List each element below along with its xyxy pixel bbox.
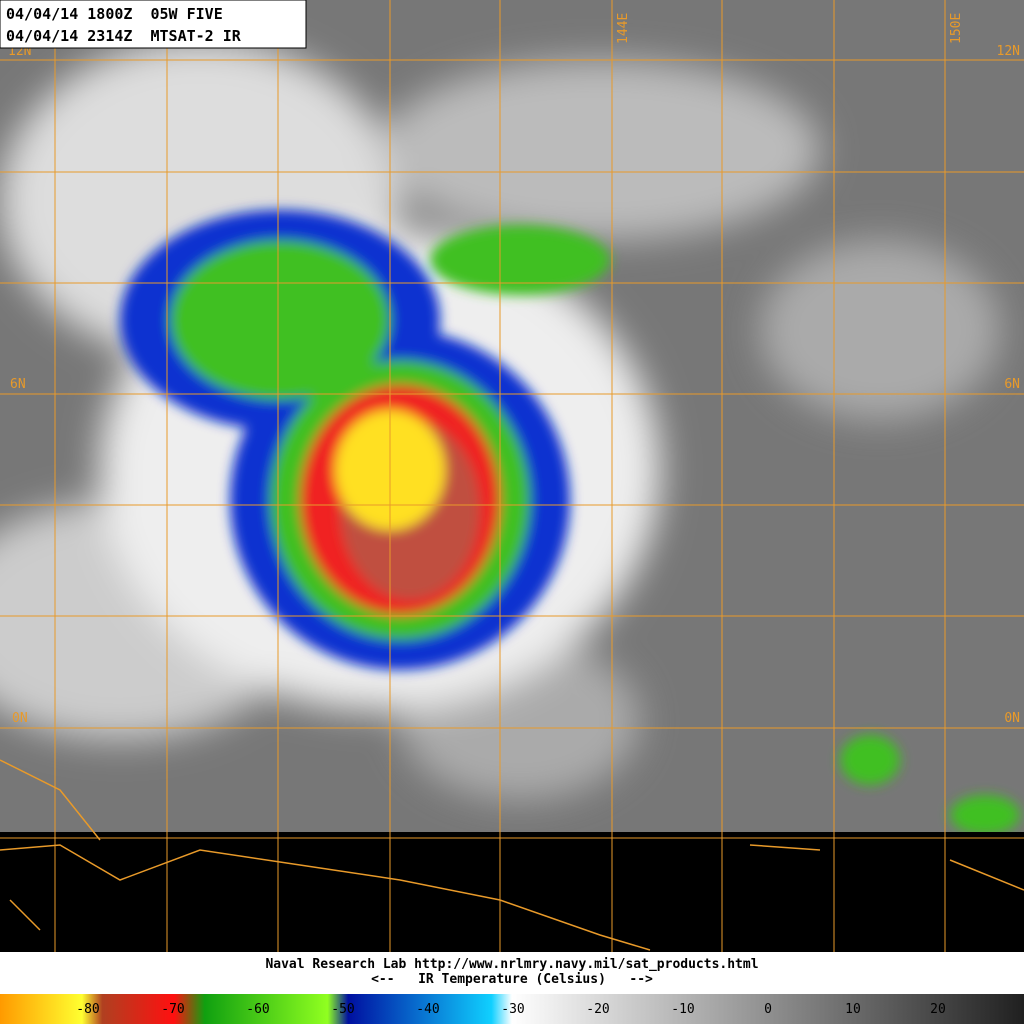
footer — [0, 952, 1024, 994]
colorbar-label: -70 — [161, 1002, 184, 1017]
lat-lon-grid — [0, 0, 1024, 952]
header-line: 04/04/14 2314Z MTSAT-2 IR — [6, 27, 242, 45]
lat-label: 6N — [10, 377, 26, 392]
coastline — [0, 759, 1024, 951]
land-mask — [0, 832, 1024, 952]
legend-title: <-- IR Temperature (Celsius) --> — [371, 972, 653, 987]
colorbar-label: -30 — [501, 1002, 524, 1017]
colorbar-label: -60 — [246, 1002, 269, 1017]
lat-label: 12N — [997, 44, 1020, 59]
header-line: 04/04/14 1800Z 05W FIVE — [6, 5, 223, 23]
colorbar-label: -10 — [671, 1002, 694, 1017]
colorbar-label: -20 — [586, 1002, 609, 1017]
colorbar-label: 0 — [764, 1002, 772, 1017]
colorbar-label: -80 — [76, 1002, 99, 1017]
header-box — [0, 0, 307, 49]
colorbar-label: 10 — [845, 1002, 861, 1017]
colorbar-label: 20 — [930, 1002, 946, 1017]
colorbar — [0, 994, 1024, 1024]
lat-label: 0N — [1004, 711, 1020, 726]
credit: Naval Research Lab http://www.nrlmry.nav… — [265, 957, 758, 972]
lon-label: 150E — [949, 13, 964, 44]
storm — [120, 210, 1020, 835]
colorbar-label: -50 — [331, 1002, 354, 1017]
colorbar-label: -40 — [416, 1002, 439, 1017]
colorbar-labels: -80 -70 -60 -50 -40 -30 -20 -10 0 10 20 — [76, 1002, 946, 1017]
lat-label: 0N — [12, 711, 28, 726]
lat-label: 6N — [1004, 377, 1020, 392]
lon-label: 144E — [616, 13, 631, 44]
